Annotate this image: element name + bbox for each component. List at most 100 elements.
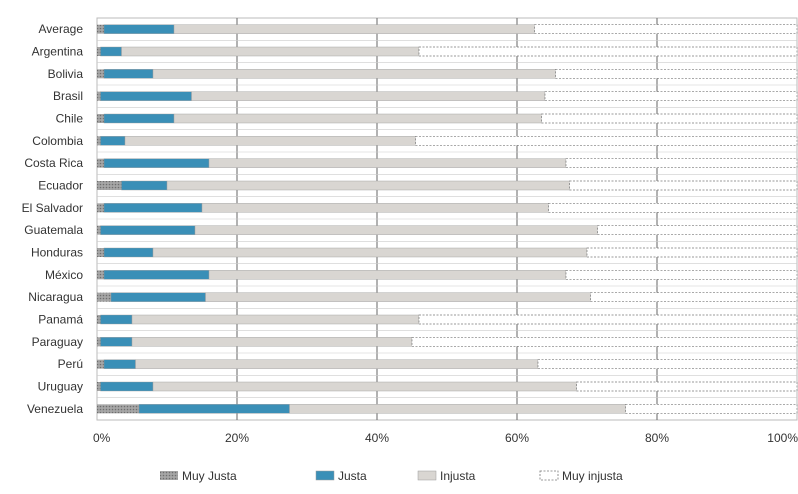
- bar-segment: [121, 46, 420, 57]
- bar-segment: [103, 270, 210, 280]
- category-label: Uruguay: [38, 380, 83, 394]
- bar-segment: [110, 292, 206, 302]
- bar-segment: [548, 202, 798, 213]
- category-label: Brasil: [53, 89, 83, 103]
- bar-segment: [208, 270, 567, 280]
- bar-segment: [100, 381, 154, 392]
- bar-segment: [97, 47, 101, 56]
- legend-swatch: [417, 470, 437, 481]
- bar-segment: [565, 158, 798, 169]
- x-tick-label: 100%: [767, 431, 798, 445]
- bar-segment: [100, 225, 196, 235]
- bar-segment: [100, 46, 122, 57]
- legend-label: Muy Justa: [182, 469, 237, 483]
- bar-segment: [131, 314, 420, 325]
- bar-segment: [135, 359, 539, 369]
- bar-segment: [166, 180, 570, 191]
- category-label: Argentina: [32, 45, 84, 59]
- bar-segment: [191, 91, 546, 101]
- category-label: Paraguay: [32, 335, 83, 349]
- bar-segment: [103, 247, 154, 258]
- category-label: México: [45, 268, 83, 282]
- legend-swatch: [160, 471, 178, 480]
- bar-segment: [100, 337, 133, 347]
- bar-segment: [418, 46, 798, 57]
- bar-segment: [411, 336, 798, 347]
- bar-segment: [590, 292, 798, 303]
- bar-segment: [131, 337, 413, 347]
- bar-segment: [97, 359, 104, 369]
- bar-segment: [569, 180, 798, 191]
- category-label: Venezuela: [27, 402, 83, 416]
- bar-segment: [541, 113, 798, 124]
- category-label: Nicaragua: [28, 290, 83, 304]
- legend-swatch: [315, 470, 335, 481]
- bar-segment: [534, 24, 798, 35]
- x-tick-label: 40%: [365, 431, 389, 445]
- bar-segment: [103, 203, 203, 213]
- bar-segment: [100, 314, 133, 325]
- bar-segment: [124, 136, 416, 146]
- bar-segment: [173, 24, 535, 34]
- bar-segment: [415, 135, 798, 146]
- bar-segment: [565, 269, 798, 280]
- bar-segment: [97, 315, 101, 324]
- category-label: Average: [39, 22, 84, 36]
- bar-segment: [97, 337, 101, 347]
- bar-segment: [103, 359, 136, 369]
- bar-segment: [97, 292, 111, 302]
- category-label: Chile: [56, 112, 84, 126]
- bar-segment: [208, 158, 567, 168]
- x-tick-label: 0%: [93, 431, 111, 445]
- category-label: Colombia: [32, 134, 83, 148]
- bar-segment: [100, 136, 126, 146]
- bar-segment: [586, 247, 798, 258]
- x-tick-label: 80%: [645, 431, 669, 445]
- bar-segment: [97, 225, 101, 235]
- bar-segment: [103, 113, 175, 124]
- bar-segment: [103, 158, 210, 168]
- bar-segment: [555, 68, 798, 79]
- bar-segment: [97, 114, 104, 123]
- bar-segment: [576, 381, 798, 392]
- bar-segment: [103, 24, 175, 34]
- category-label: Guatemala: [24, 223, 83, 237]
- bar-segment: [121, 180, 168, 191]
- x-tick-label: 20%: [225, 431, 249, 445]
- bar-segment: [97, 248, 104, 257]
- bar-segment: [97, 181, 122, 190]
- category-label: Panamá: [38, 313, 83, 327]
- bar-segment: [544, 91, 798, 102]
- bar-segment: [97, 382, 101, 391]
- bar-segment: [100, 91, 192, 101]
- bar-segment: [537, 359, 798, 370]
- legend-label: Injusta: [440, 469, 476, 483]
- category-label: Honduras: [31, 246, 83, 260]
- bar-segment: [138, 404, 290, 414]
- legend-swatch: [539, 470, 559, 481]
- legend-label: Justa: [338, 469, 367, 483]
- bar-segment: [97, 69, 104, 79]
- bar-segment: [97, 158, 104, 168]
- bar-segment: [97, 24, 104, 34]
- bar-segment: [173, 113, 542, 124]
- bar-segment: [418, 314, 798, 325]
- bar-segment: [152, 247, 588, 258]
- bar-segment: [152, 381, 577, 392]
- category-label: Bolivia: [48, 67, 84, 81]
- bar-segment: [97, 270, 104, 280]
- bar-segment: [97, 404, 139, 414]
- bar-segment: [97, 136, 101, 146]
- bar-segment: [289, 404, 626, 414]
- category-label: Perú: [58, 357, 83, 371]
- category-label: Costa Rica: [24, 156, 83, 170]
- bar-segment: [625, 403, 798, 414]
- category-label: El Salvador: [22, 201, 83, 215]
- bar-segment: [97, 91, 101, 101]
- category-label: Ecuador: [38, 179, 83, 193]
- bar-segment: [597, 225, 798, 236]
- bar-segment: [97, 203, 104, 213]
- bar-segment: [194, 225, 598, 235]
- bar-segment: [201, 203, 549, 213]
